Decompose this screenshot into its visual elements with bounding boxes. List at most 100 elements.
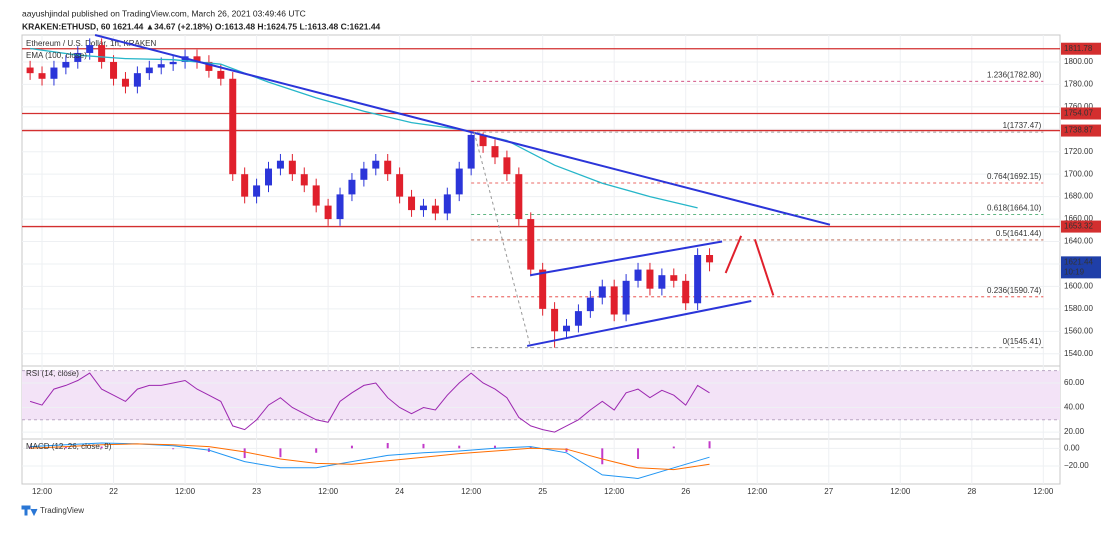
fib-label: 1.236(1782.80) xyxy=(987,70,1042,79)
macd-histogram xyxy=(64,446,67,449)
x-tick-label: 23 xyxy=(252,487,261,496)
macd-histogram xyxy=(315,448,318,453)
trendline xyxy=(724,235,743,274)
candle-body xyxy=(396,174,404,197)
candle-body xyxy=(467,134,475,169)
candle-body xyxy=(241,174,249,197)
y-tick-label: 1640.00 xyxy=(1064,237,1093,246)
candle-body xyxy=(336,194,344,220)
macd-histogram xyxy=(350,445,353,449)
x-tick-label: 12:00 xyxy=(318,487,339,496)
x-tick-label: 12:00 xyxy=(890,487,911,496)
x-tick-label: 12:00 xyxy=(32,487,53,496)
macd-histogram xyxy=(458,445,461,449)
y-tick-label: 1720.00 xyxy=(1064,147,1093,156)
footer-brand: TradingView xyxy=(40,506,84,515)
macd-histogram xyxy=(493,445,496,449)
candle-body xyxy=(169,61,177,65)
candle-body xyxy=(527,219,535,270)
macd-histogram xyxy=(422,443,425,449)
fib-label: 0.236(1590.74) xyxy=(987,286,1042,295)
candle-body xyxy=(503,157,511,175)
trendline xyxy=(526,300,752,347)
candle-body xyxy=(110,61,118,79)
candle-body xyxy=(121,78,129,87)
macd-histogram xyxy=(637,448,640,459)
candle-body xyxy=(551,308,559,332)
candle-body xyxy=(217,70,225,79)
x-tick-label: 25 xyxy=(538,487,547,496)
candle-body xyxy=(360,168,368,180)
y-tick-label: 1700.00 xyxy=(1064,169,1093,178)
level-tag-label: 1653.32 xyxy=(1064,222,1093,231)
macd-line xyxy=(30,443,710,471)
last-price-label: 1621.44 xyxy=(1064,257,1093,266)
y-tick-label: 1780.00 xyxy=(1064,79,1093,88)
candle-body xyxy=(491,146,499,158)
candle-body xyxy=(682,280,690,304)
candle-body xyxy=(276,160,284,169)
candle-body xyxy=(74,52,82,62)
ema-line xyxy=(30,47,698,209)
macd-histogram xyxy=(529,446,532,449)
last-price-tag xyxy=(1061,256,1101,279)
trendline xyxy=(94,34,831,226)
y-tick-label: 40.00 xyxy=(1064,403,1085,412)
level-tag xyxy=(1061,124,1101,137)
y-tick-label: 1600.00 xyxy=(1064,282,1093,291)
candle-body xyxy=(229,78,237,175)
candle-body xyxy=(658,275,666,289)
y-tick-label: 1560.00 xyxy=(1064,326,1093,335)
candle-body xyxy=(706,255,714,263)
level-tag-label: 1754.07 xyxy=(1064,109,1093,118)
macd-histogram xyxy=(29,446,32,449)
y-tick-label: 60.00 xyxy=(1064,378,1085,387)
candle-body xyxy=(598,286,606,298)
trendline xyxy=(753,238,775,296)
pane-title: RSI (14, close) xyxy=(26,369,79,378)
y-tick-label: 1580.00 xyxy=(1064,304,1093,313)
candle-body xyxy=(610,286,618,315)
candle-body xyxy=(62,61,70,68)
x-tick-label: 26 xyxy=(681,487,690,496)
candle-body xyxy=(384,160,392,175)
macd-histogram xyxy=(601,448,604,465)
y-tick-label: 1660.00 xyxy=(1064,214,1093,223)
level-tag-label: 1738.87 xyxy=(1064,126,1093,135)
candle-body xyxy=(622,280,630,315)
candle-body xyxy=(145,67,153,74)
macd-histogram xyxy=(672,446,675,449)
frame xyxy=(21,34,1061,485)
candle-body xyxy=(419,205,427,211)
candle-body xyxy=(479,134,487,147)
pane-title: MACD (12, 26, close, 9) xyxy=(26,442,112,451)
candle-body xyxy=(98,45,106,62)
pane-title: Ethereum / U.S. Dollar, 1h, KRAKEN xyxy=(26,39,156,48)
candle-body xyxy=(515,174,523,220)
fib-label: 0.618(1664.10) xyxy=(987,204,1042,213)
candle-body xyxy=(455,168,463,195)
x-tick-label: 22 xyxy=(109,487,118,496)
candle-body xyxy=(157,64,165,68)
footer-logo xyxy=(21,505,38,517)
fib-label: 0.764(1692.15) xyxy=(987,172,1042,181)
candle-body xyxy=(324,205,332,220)
level-tag xyxy=(1061,42,1101,55)
candle-body xyxy=(288,160,296,175)
macd-histogram xyxy=(565,448,568,452)
macd-histogram xyxy=(708,441,711,449)
candle-body xyxy=(300,174,308,186)
publisher: aayushjindal published on TradingView.co… xyxy=(22,8,306,18)
candle-body xyxy=(563,325,571,332)
candle-body xyxy=(265,168,273,186)
level-tag xyxy=(1061,107,1101,120)
countdown-label: 10:19 xyxy=(1064,267,1085,276)
y-tick-label: 1760.00 xyxy=(1064,102,1093,111)
level-tag xyxy=(1061,220,1101,233)
candle-body xyxy=(670,275,678,281)
candle-body xyxy=(539,269,547,309)
y-tick-label: −20.00 xyxy=(1064,461,1089,470)
fib-label: 1(1737.47) xyxy=(1003,121,1042,130)
x-tick-label: 27 xyxy=(824,487,833,496)
